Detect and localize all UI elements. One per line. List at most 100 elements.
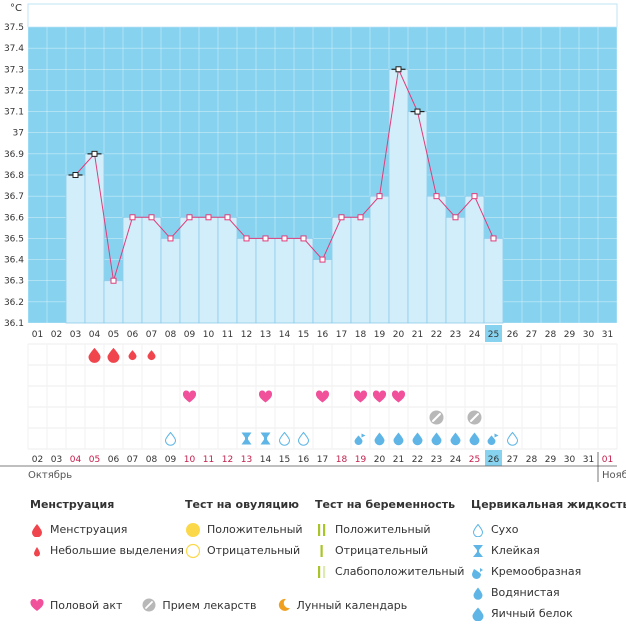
cycle-day-label: 13 [260, 330, 271, 340]
pregnancy-faint-icon [318, 565, 326, 578]
y-tick-label: 36.1 [4, 319, 24, 329]
legend-item-medication: Прием лекарств [142, 598, 257, 612]
temperature-point [376, 193, 383, 200]
cervical-creamy [354, 435, 363, 445]
cycle-day-label: 04 [89, 330, 101, 340]
y-tick-label: 36.3 [4, 277, 24, 287]
legend-title-pregnancy: Тест на беременность [315, 498, 456, 511]
legend-item-sticky: Клейкая [471, 540, 626, 561]
ovulation-negative-icon [185, 543, 201, 558]
date-label: 10 [184, 455, 196, 465]
date-label: 22 [412, 455, 423, 465]
egg-white-icon [472, 607, 484, 621]
pill-icon [142, 598, 156, 612]
month-label: Нояб [602, 470, 626, 481]
temperature-bar [160, 238, 181, 324]
temperature-point [167, 235, 174, 242]
intercourse-heart [315, 390, 330, 403]
cervical-dry [164, 431, 177, 446]
cycle-day-label: 10 [203, 330, 215, 340]
cycle-day-label: 14 [279, 330, 291, 340]
cervical-watery [450, 432, 461, 446]
cervical-watery [374, 432, 385, 446]
drop-light-icon [34, 546, 40, 556]
month-label: Октябрь [28, 470, 72, 481]
cycle-day-label: 19 [374, 330, 386, 340]
date-label: 17 [317, 455, 328, 465]
legend-ovulation-test: Тест на овуляцию Положительный Отрицател… [185, 498, 303, 561]
date-label: 27 [507, 455, 518, 465]
chart-top-strip [27, 3, 618, 28]
cycle-day-label: 23 [450, 330, 461, 340]
temperature-point [395, 66, 402, 73]
temperature-point [471, 193, 478, 200]
date-label: 24 [450, 455, 462, 465]
medication-pill-mark [432, 413, 441, 422]
heart-icon [30, 598, 44, 611]
temperature-point [357, 214, 364, 221]
cycle-day-label: 22 [431, 330, 442, 340]
cervical-watery [431, 432, 442, 446]
legend-item-pregnancy-positive: Положительный [315, 519, 464, 540]
date-label: 01 [602, 455, 613, 465]
sticky-icon [473, 544, 483, 557]
temperature-bar [103, 280, 124, 324]
y-tick-label: 37.3 [4, 65, 24, 75]
date-label: 26 [488, 455, 500, 465]
temperature-point [433, 193, 440, 200]
legend-bottom-row: Половой акт Прием лекарств Лунный календ… [30, 598, 427, 612]
date-label: 05 [89, 455, 100, 465]
legend-item-creamy: Кремообразная [471, 561, 626, 582]
temperature-bar [122, 216, 143, 324]
y-tick-label: 36.6 [4, 213, 24, 223]
temperature-bar [350, 216, 371, 324]
watery-icon [473, 587, 483, 600]
medication-pill-mark [470, 413, 479, 422]
intercourse-heart [372, 390, 387, 403]
temperature-point [452, 214, 459, 221]
date-label: 04 [70, 455, 82, 465]
legend-label-ovulation-negative: Отрицательный [207, 544, 301, 557]
cycle-day-label: 11 [222, 330, 233, 340]
temperature-bar [274, 238, 295, 324]
temperature-point [148, 214, 155, 221]
legend-label-dry: Сухо [491, 523, 519, 536]
temperature-chart: °C 37.5 37.4 37.3 37.2 37.1 37 36.9 36.8 36.7 36.6… [0, 3, 626, 482]
y-tick-label: 36.2 [4, 298, 24, 308]
date-label: 03 [51, 455, 62, 465]
cycle-day-label: 26 [507, 330, 519, 340]
intercourse-heart [353, 390, 368, 403]
current-day-highlight [485, 325, 502, 342]
date-label: 25 [469, 455, 480, 465]
temperature-bar [388, 68, 409, 324]
legend-title-menstruation: Менструация [30, 498, 115, 511]
drop-outline-icon [472, 523, 484, 537]
cervical-creamy [487, 435, 496, 445]
date-label: 19 [355, 455, 367, 465]
temperature-bar [369, 195, 390, 324]
legend-label-ovulation-positive: Положительный [207, 523, 303, 536]
intercourse-heart [182, 390, 197, 403]
cycle-day-label: 27 [526, 330, 537, 340]
cycle-day-label: 06 [127, 330, 139, 340]
date-label: 09 [165, 455, 177, 465]
drop-heavy-icon [32, 523, 42, 537]
date-label: 23 [431, 455, 442, 465]
legend-item-spotting: Небольшие выделения [30, 540, 184, 561]
intercourse-heart [258, 390, 273, 403]
date-label: 11 [203, 455, 214, 465]
cycle-day-label: 07 [146, 330, 157, 340]
legend-label-pregnancy-negative: Отрицательный [335, 544, 429, 557]
cycle-day-label: 01 [32, 330, 43, 340]
y-tick-label: 36.9 [4, 150, 24, 160]
temperature-bar [426, 195, 447, 324]
date-label: 16 [298, 455, 310, 465]
date-label: 31 [583, 455, 594, 465]
cycle-day-label: 16 [317, 330, 329, 340]
legend-cervical: Цервикальная жидкость Сухо Клейкая Кремо… [471, 498, 626, 624]
cycle-day-label: 15 [298, 330, 309, 340]
legend-label-watery: Водянистая [491, 586, 560, 599]
legend-label-egg-white: Яичный белок [491, 607, 573, 620]
cycle-day-label: 02 [51, 330, 62, 340]
y-tick-label: 37.1 [4, 108, 24, 118]
